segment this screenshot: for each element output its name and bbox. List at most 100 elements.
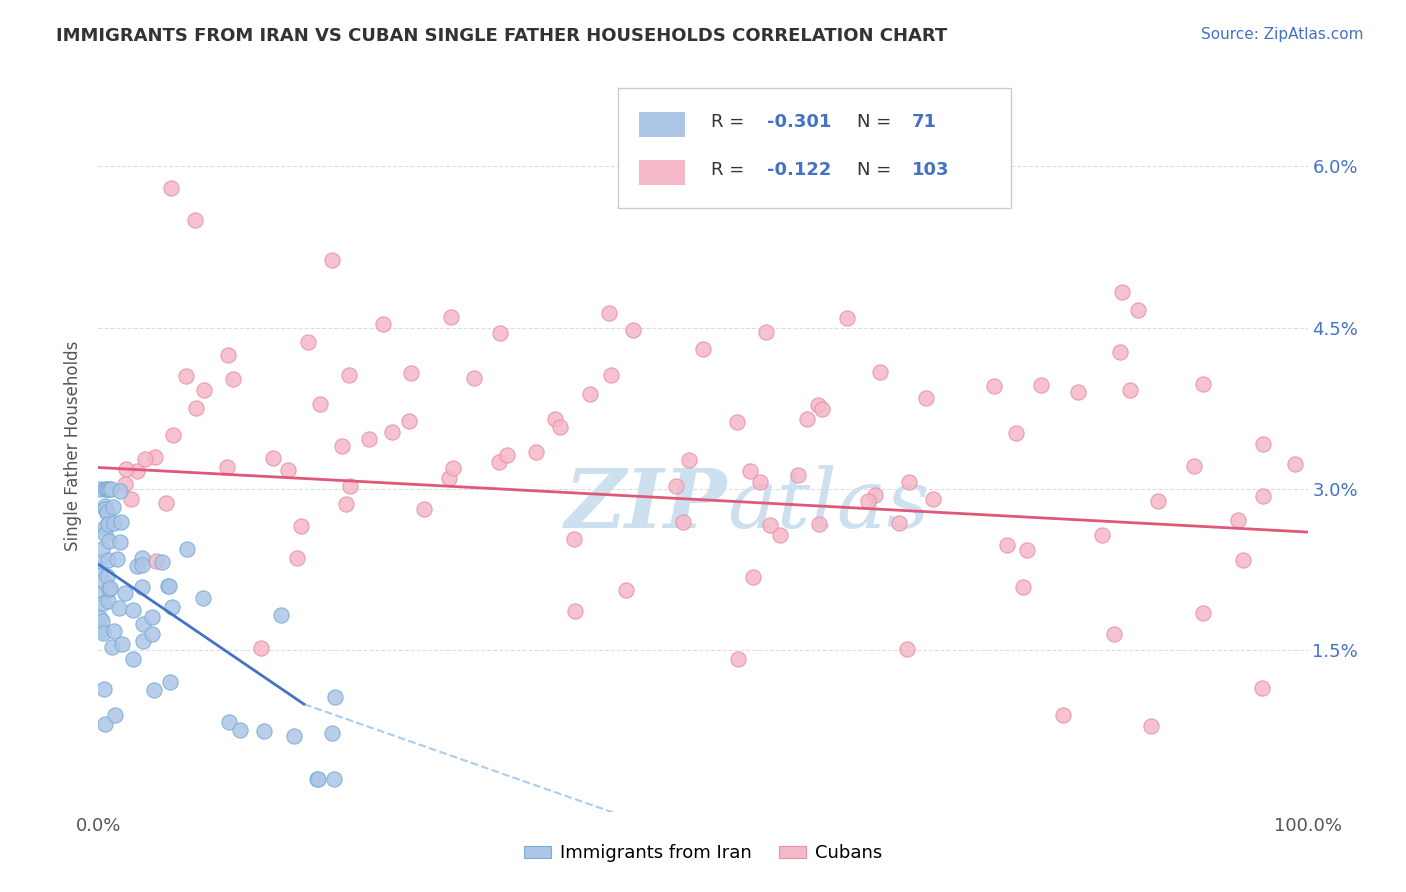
Point xyxy=(145,450,167,464)
Point xyxy=(89,586,111,600)
Point xyxy=(1251,490,1274,504)
Point xyxy=(1284,457,1306,471)
Point xyxy=(678,453,700,467)
Point xyxy=(94,482,117,496)
Point xyxy=(1251,681,1274,695)
Point xyxy=(103,516,125,530)
Point xyxy=(98,534,121,549)
Point xyxy=(141,610,163,624)
Point xyxy=(1226,513,1249,527)
Point xyxy=(91,615,114,629)
Point xyxy=(437,470,460,484)
Point xyxy=(90,542,112,557)
Point xyxy=(174,369,197,384)
Point xyxy=(184,213,207,227)
Point xyxy=(1090,527,1112,541)
Point xyxy=(564,532,586,546)
Point xyxy=(1184,458,1206,473)
Point xyxy=(322,772,344,787)
Point xyxy=(401,366,423,380)
Text: R =: R = xyxy=(711,113,751,131)
Point xyxy=(297,334,319,349)
Point xyxy=(100,482,122,496)
Point xyxy=(103,624,125,639)
Point xyxy=(108,483,131,498)
Point xyxy=(371,318,394,332)
Point xyxy=(321,253,343,268)
Point xyxy=(339,479,361,493)
Point xyxy=(132,616,155,631)
Point xyxy=(995,538,1018,552)
Point xyxy=(98,482,121,496)
Point xyxy=(104,707,127,722)
Point xyxy=(307,772,329,787)
Point xyxy=(100,640,122,654)
Point xyxy=(759,518,782,533)
Point xyxy=(191,591,214,606)
Point xyxy=(463,371,485,385)
Point xyxy=(1232,552,1254,566)
FancyBboxPatch shape xyxy=(638,160,685,185)
Point xyxy=(786,467,808,482)
Point xyxy=(157,579,180,593)
Point xyxy=(217,460,239,475)
Point xyxy=(889,516,911,531)
Text: -0.122: -0.122 xyxy=(768,161,831,179)
Text: N =: N = xyxy=(856,161,891,179)
Point xyxy=(1111,285,1133,300)
Point xyxy=(110,515,132,529)
Point xyxy=(796,412,818,426)
Point xyxy=(323,690,346,704)
Point xyxy=(122,603,145,617)
Point xyxy=(270,607,292,622)
Point xyxy=(94,520,117,534)
Point xyxy=(160,181,183,195)
Point xyxy=(810,401,832,416)
Point xyxy=(132,633,155,648)
Point xyxy=(160,599,183,614)
Point xyxy=(398,414,420,428)
Point xyxy=(96,506,118,520)
Point xyxy=(1015,542,1038,557)
Point xyxy=(922,491,945,506)
Point xyxy=(101,500,124,514)
Point xyxy=(93,499,115,513)
Point xyxy=(186,401,208,416)
Point xyxy=(176,542,198,557)
Point xyxy=(600,368,623,382)
Point xyxy=(142,683,165,698)
Point xyxy=(309,397,332,411)
Point xyxy=(1031,378,1053,392)
Point xyxy=(141,627,163,641)
Point xyxy=(222,371,245,385)
Point xyxy=(122,651,145,665)
Point xyxy=(94,526,117,541)
Point xyxy=(110,534,132,549)
Point xyxy=(1192,376,1215,391)
Point xyxy=(1012,580,1035,594)
Point xyxy=(131,551,153,566)
Point xyxy=(337,368,360,383)
Point xyxy=(896,642,918,657)
FancyBboxPatch shape xyxy=(638,112,685,136)
Text: 103: 103 xyxy=(912,161,949,179)
Point xyxy=(1147,494,1170,508)
Point xyxy=(131,580,153,594)
Point xyxy=(621,323,644,337)
Text: N =: N = xyxy=(856,113,891,131)
Point xyxy=(440,310,463,324)
Point xyxy=(115,462,138,476)
Point xyxy=(131,558,153,572)
Point xyxy=(93,502,115,516)
Point xyxy=(692,342,714,356)
Point xyxy=(218,715,240,730)
Point xyxy=(93,681,115,696)
Point xyxy=(1119,383,1142,397)
Point xyxy=(725,415,748,429)
Text: IMMIGRANTS FROM IRAN VS CUBAN SINGLE FATHER HOUSEHOLDS CORRELATION CHART: IMMIGRANTS FROM IRAN VS CUBAN SINGLE FAT… xyxy=(56,27,948,45)
Point xyxy=(548,419,571,434)
Point xyxy=(114,586,136,600)
Point xyxy=(91,596,114,610)
Point xyxy=(1253,437,1275,451)
Point xyxy=(598,306,620,320)
